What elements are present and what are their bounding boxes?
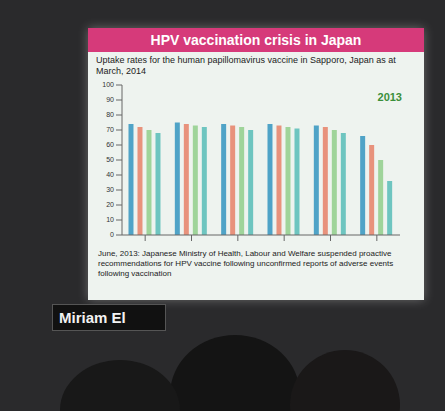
svg-text:80: 80	[106, 111, 114, 118]
svg-text:100: 100	[102, 81, 114, 88]
html-text:2013: 2013	[377, 91, 402, 103]
html-text:Miriam El: Miriam El	[59, 309, 126, 326]
svg-text:60: 60	[106, 141, 114, 148]
svg-text:90: 90	[106, 96, 114, 103]
svg-text:30: 30	[106, 186, 114, 193]
html-text:June, 2013: Japanese Ministry: June, 2013: Japanese Ministry of Health,…	[98, 249, 394, 278]
html-text:HPV vaccination crisis in Japa: HPV vaccination crisis in Japan	[150, 32, 362, 48]
svg-text:50: 50	[106, 156, 114, 163]
html-text:Uptake rates for the human pap: Uptake rates for the human papillomaviru…	[96, 55, 396, 76]
svg-text:10: 10	[106, 216, 114, 223]
svg-text:70: 70	[106, 126, 114, 133]
svg-text:20: 20	[106, 201, 114, 208]
svg-text:40: 40	[106, 171, 114, 178]
svg-text:0: 0	[110, 231, 114, 238]
